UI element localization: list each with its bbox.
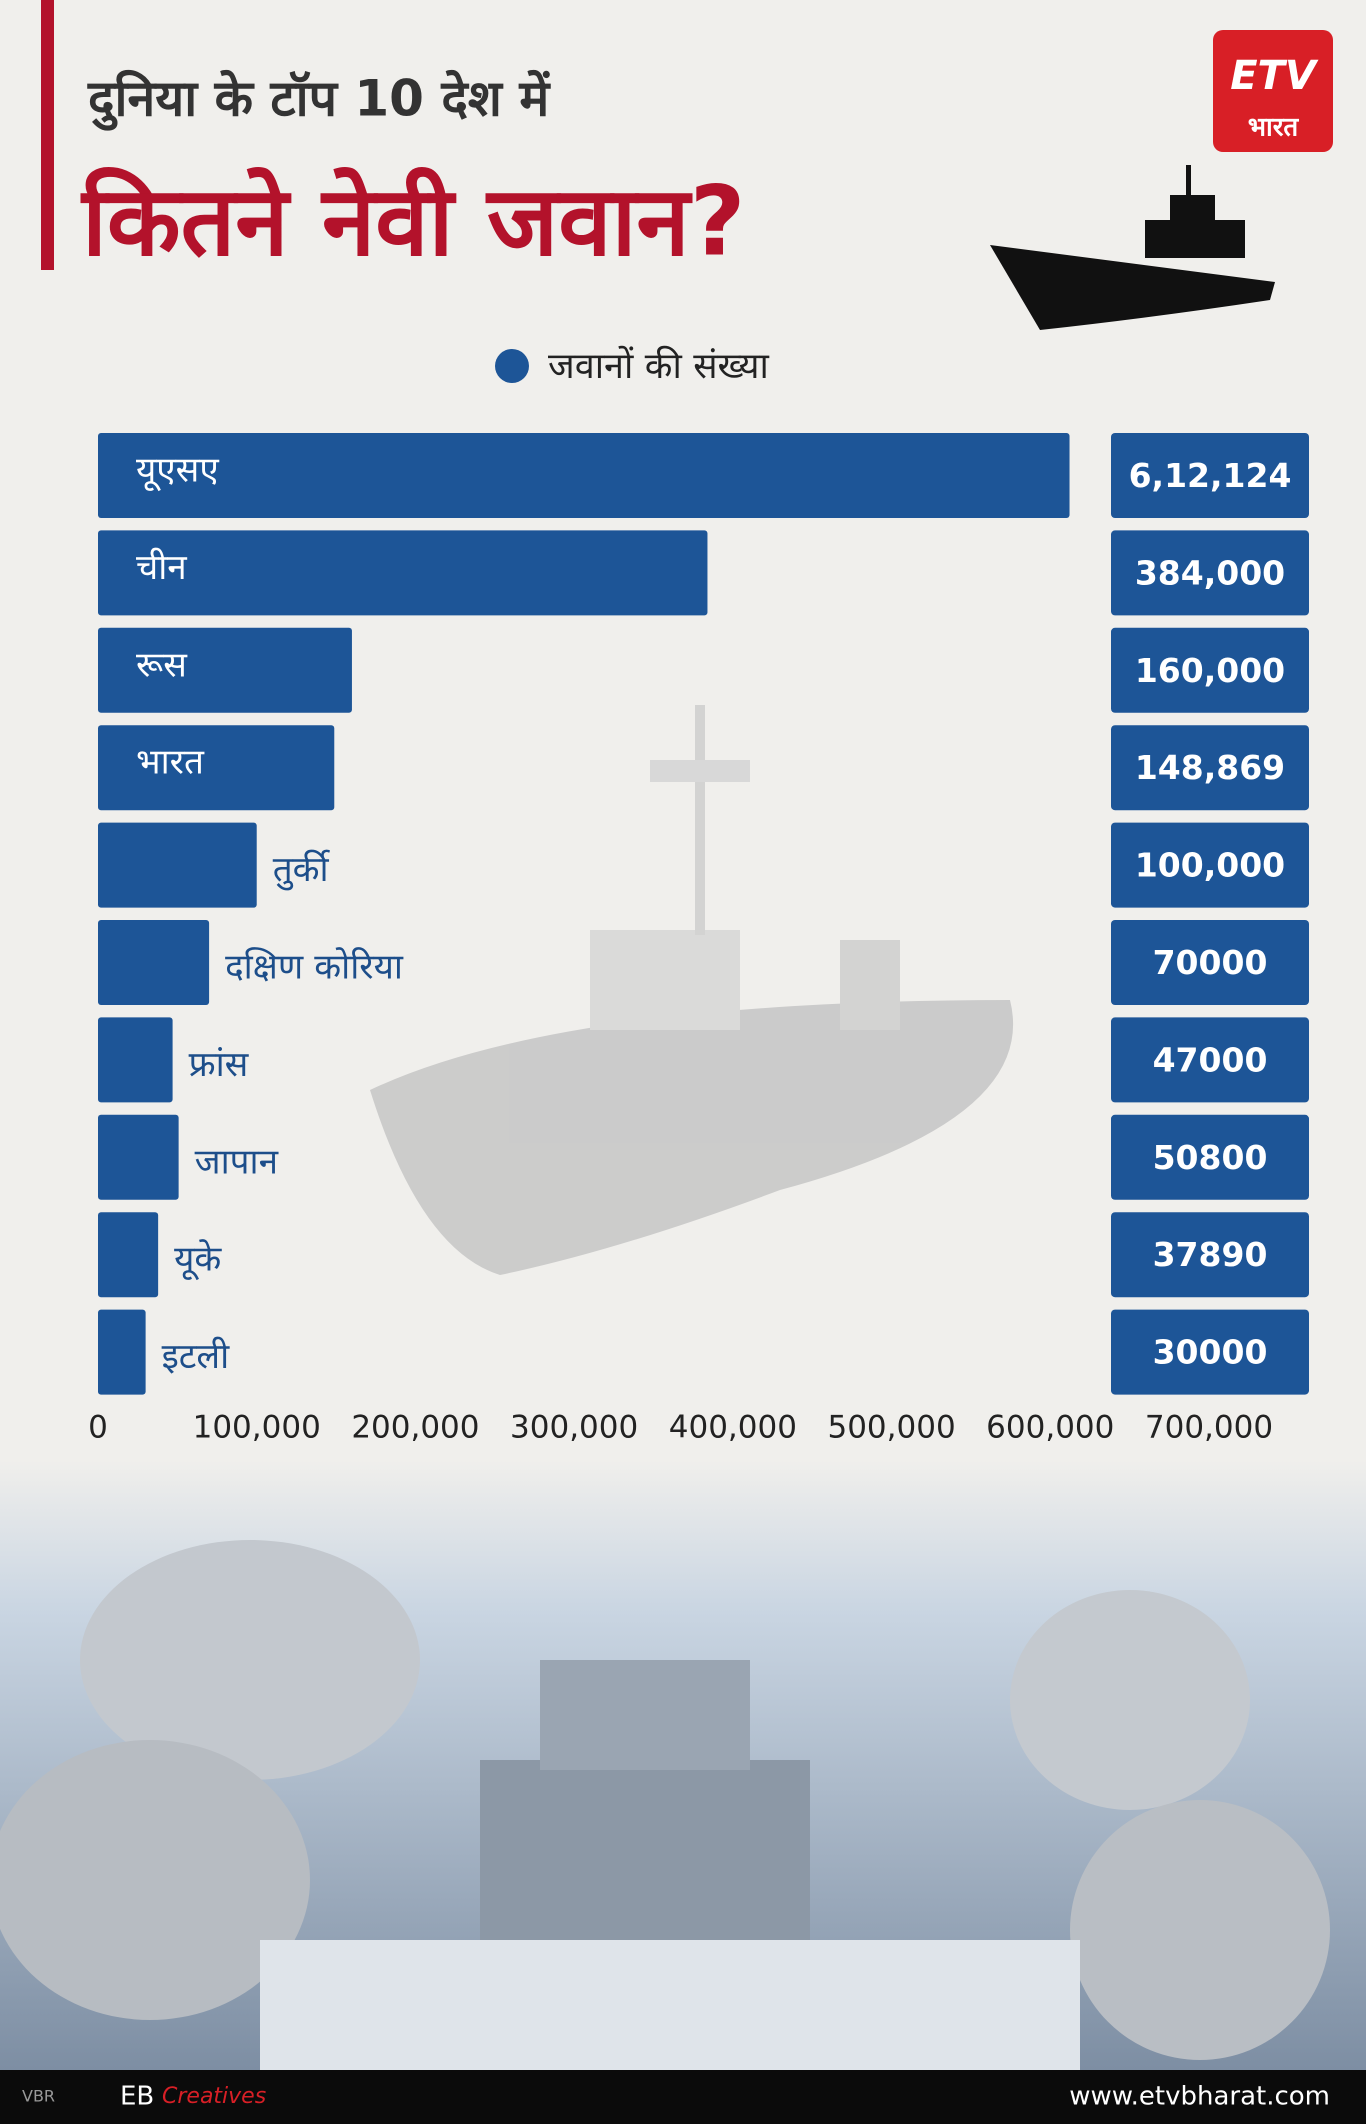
value-box xyxy=(1111,1114,1309,1200)
bar xyxy=(98,627,352,713)
value-label: 37890 xyxy=(1153,1235,1268,1274)
category-label: इटली xyxy=(162,1336,231,1377)
bar xyxy=(98,1017,173,1103)
footer-credit-script: Creatives xyxy=(162,2084,266,2109)
legend-marker xyxy=(495,349,529,383)
value-label: 47000 xyxy=(1153,1040,1268,1079)
ship-illustration xyxy=(370,705,1014,1275)
accent-bar xyxy=(41,0,54,270)
bar xyxy=(98,725,335,811)
x-tick-label: 0 xyxy=(88,1410,108,1446)
value-box xyxy=(1111,433,1309,518)
category-label: जापान xyxy=(195,1142,279,1182)
x-tick-label: 100,000 xyxy=(193,1410,321,1446)
chart-subtitle: दुनिया के टॉप 10 देश में xyxy=(87,70,551,132)
value-box xyxy=(1111,822,1309,908)
ship-icon xyxy=(990,165,1275,330)
x-tick-label: 300,000 xyxy=(510,1410,638,1446)
value-label: 6,12,124 xyxy=(1129,456,1292,495)
value-box xyxy=(1111,725,1309,811)
footer-tag: VBR xyxy=(22,2087,55,2106)
bar xyxy=(98,1114,179,1200)
value-box xyxy=(1111,530,1309,616)
bar xyxy=(98,920,210,1005)
category-label: यूएसए xyxy=(136,451,219,492)
x-tick-label: 700,000 xyxy=(1145,1410,1273,1446)
value-label: 70000 xyxy=(1153,943,1268,982)
value-box xyxy=(1111,920,1309,1005)
value-box xyxy=(1111,1309,1309,1395)
footer-credit: EB xyxy=(120,2082,154,2112)
logo-sub: भारत xyxy=(1248,113,1300,143)
category-label: रूस xyxy=(136,645,188,685)
value-label: 384,000 xyxy=(1135,553,1285,592)
value-box xyxy=(1111,627,1309,713)
footer-website: www.etvbharat.com xyxy=(1069,2082,1330,2112)
bar xyxy=(98,530,708,616)
chart-title: कितने नेवी जवान? xyxy=(80,165,745,277)
value-box xyxy=(1111,1017,1309,1103)
category-label: तुर्की xyxy=(273,849,331,891)
bar xyxy=(98,433,1070,518)
category-label: चीन xyxy=(136,547,187,588)
value-label: 100,000 xyxy=(1135,846,1285,885)
category-label: भारत xyxy=(136,743,205,783)
category-label: फ्रांस xyxy=(189,1045,250,1085)
bar xyxy=(98,1212,159,1298)
value-box xyxy=(1111,1212,1309,1298)
x-tick-label: 500,000 xyxy=(827,1410,955,1446)
legend-label: जवानों की संख्या xyxy=(548,345,769,387)
logo: ETV xyxy=(1230,53,1319,99)
logo-box xyxy=(1213,30,1333,152)
x-tick-label: 200,000 xyxy=(351,1410,479,1446)
category-label: दक्षिण कोरिया xyxy=(225,947,404,988)
category-label: यूके xyxy=(174,1239,222,1281)
footer xyxy=(0,2070,1366,2124)
bar xyxy=(98,1309,146,1395)
value-label: 50800 xyxy=(1153,1138,1268,1177)
value-label: 160,000 xyxy=(1135,651,1285,690)
x-tick-label: 600,000 xyxy=(986,1410,1114,1446)
x-tick-label: 400,000 xyxy=(669,1410,797,1446)
value-label: 148,869 xyxy=(1135,748,1285,787)
bar xyxy=(98,822,257,908)
photo-decoration xyxy=(0,1540,1330,2070)
value-label: 30000 xyxy=(1153,1333,1268,1372)
